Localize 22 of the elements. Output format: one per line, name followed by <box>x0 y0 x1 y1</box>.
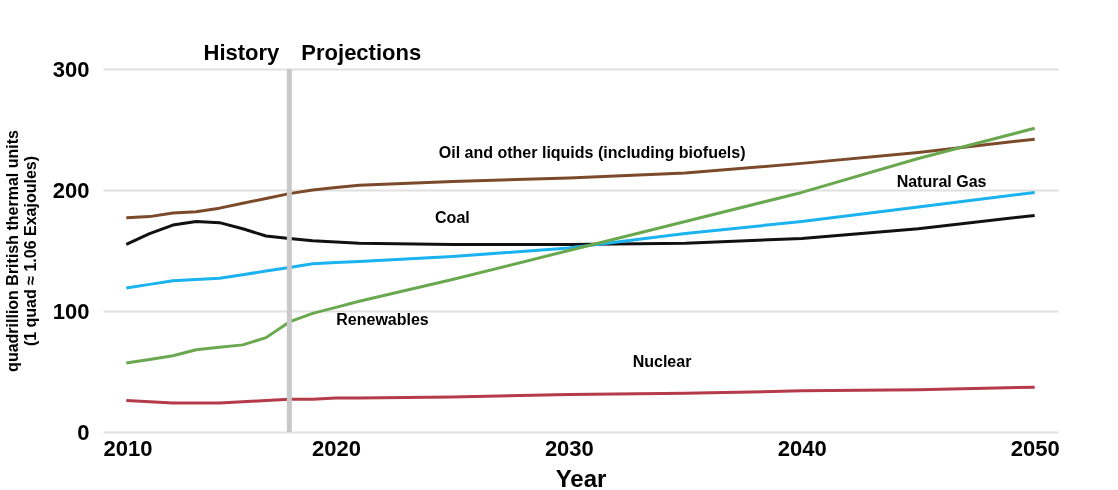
text: Projections <box>301 40 422 65</box>
y-tick-label: 300 <box>52 56 90 82</box>
y-axis-title: quadrillion British thermal units (1 quad ≈ 1.06 Exajoules) <box>3 130 39 372</box>
line-series <box>124 213 1037 246</box>
series-label: Natural Gas <box>896 173 987 191</box>
x-tick-label: 2030 <box>544 435 594 461</box>
line-series <box>124 126 1037 365</box>
line-series <box>124 385 1037 405</box>
series-label: Nuclear <box>632 353 692 371</box>
x-tick-label: 2010 <box>103 435 153 461</box>
x-axis-title: Year <box>555 464 607 490</box>
series-label: Coal <box>435 208 470 226</box>
series-label: Renewables <box>336 311 429 329</box>
y-tick-label: 200 <box>52 177 90 203</box>
line-series <box>124 190 1037 290</box>
y-tick-label: 100 <box>52 298 90 324</box>
series-label: Oil and other liquids (including biofuels) <box>438 143 746 161</box>
x-tick-label: 2040 <box>777 435 827 461</box>
x-tick-label: 2050 <box>1010 435 1060 461</box>
text: History <box>203 40 281 65</box>
x-tick-label: 2020 <box>311 435 361 461</box>
y-tick-label: 0 <box>77 419 90 445</box>
